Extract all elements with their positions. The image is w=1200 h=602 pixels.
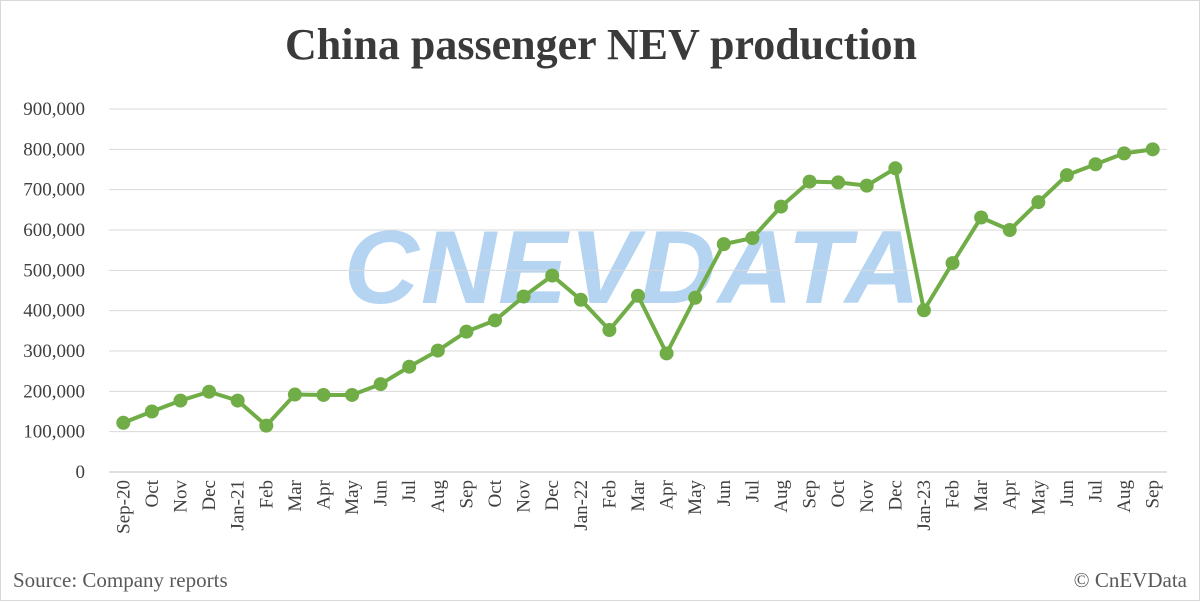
x-tick-label: Dec xyxy=(885,480,906,511)
series-production xyxy=(116,142,1160,433)
x-tick-label: Jul xyxy=(399,480,420,502)
data-point xyxy=(631,288,645,303)
data-point xyxy=(488,313,503,328)
x-tick-label: Jun xyxy=(714,480,735,507)
x-tick-label: Aug xyxy=(428,480,449,513)
data-point xyxy=(202,384,217,399)
x-axis-ticks: Sep-20 Oct Nov Dec Jan-21 Feb Mar Apr May Jun Jul A… xyxy=(113,479,1163,534)
chart-title: China passenger NEV production xyxy=(285,20,917,69)
y-tick-label: 100,000 xyxy=(23,422,85,443)
x-tick-label: Mar xyxy=(285,479,306,511)
x-tick-label: May xyxy=(342,480,363,515)
data-point xyxy=(430,343,445,358)
y-tick-label: 700,000 xyxy=(23,180,85,201)
x-tick-label: Aug xyxy=(1114,480,1135,513)
x-tick-label: Sep xyxy=(1143,480,1164,509)
watermark: CNEVDATA xyxy=(344,210,922,326)
x-tick-label: Sep xyxy=(800,480,821,509)
data-point xyxy=(859,178,874,193)
y-tick-label: 200,000 xyxy=(23,381,85,402)
y-tick-label: 900,000 xyxy=(23,99,85,120)
data-point xyxy=(773,199,788,214)
x-tick-label: Jan-22 xyxy=(571,480,592,531)
data-point xyxy=(144,404,159,419)
x-tick-label: Dec xyxy=(542,480,563,511)
data-point xyxy=(1059,168,1074,183)
x-tick-label: May xyxy=(1028,480,1049,515)
data-point xyxy=(345,387,360,402)
data-point xyxy=(259,418,274,433)
y-tick-label: 500,000 xyxy=(23,260,85,281)
data-point xyxy=(1117,146,1132,161)
x-tick-label: Nov xyxy=(857,480,878,513)
x-tick-label: Oct xyxy=(142,479,163,507)
data-point xyxy=(802,174,817,189)
x-tick-label: Nov xyxy=(170,480,191,513)
x-tick-label: Apr xyxy=(1000,479,1021,509)
data-point xyxy=(573,292,588,307)
data-point xyxy=(916,303,931,318)
data-point xyxy=(230,393,245,408)
x-tick-label: Feb xyxy=(943,480,964,509)
data-point xyxy=(688,290,703,305)
x-tick-label: Apr xyxy=(657,479,678,509)
data-point xyxy=(1088,157,1103,172)
data-point xyxy=(745,231,760,246)
data-point xyxy=(1002,223,1017,237)
data-point xyxy=(831,175,846,190)
data-point xyxy=(602,323,617,338)
source-note: Source: Company reports xyxy=(13,568,228,592)
x-tick-label: Mar xyxy=(628,479,649,511)
y-tick-label: 600,000 xyxy=(23,220,85,241)
data-point xyxy=(545,268,560,283)
x-tick-label: Dec xyxy=(199,480,220,511)
x-tick-label: Oct xyxy=(485,479,506,507)
x-tick-label: Jan-21 xyxy=(228,480,249,531)
y-tick-label: 400,000 xyxy=(23,301,85,322)
data-point xyxy=(459,324,474,339)
data-point xyxy=(116,415,131,430)
data-point xyxy=(173,393,188,408)
data-point xyxy=(659,346,674,361)
y-axis-ticks: 0 100,000 200,000 300,000 400,000 500,000 600,… xyxy=(23,99,85,483)
x-tick-label: Jul xyxy=(742,480,763,502)
x-tick-label: Sep xyxy=(456,480,477,509)
x-tick-label: Jun xyxy=(371,480,392,507)
data-point xyxy=(402,359,417,374)
data-point xyxy=(1031,195,1046,210)
x-tick-label: Jun xyxy=(1057,480,1078,507)
data-point xyxy=(974,210,989,225)
data-point xyxy=(373,377,388,392)
data-point xyxy=(1145,142,1160,157)
y-tick-label: 300,000 xyxy=(23,341,85,362)
y-tick-label: 0 xyxy=(76,462,86,483)
x-tick-label: Jan-23 xyxy=(914,480,935,531)
x-tick-label: Feb xyxy=(599,480,620,509)
data-point xyxy=(888,161,903,176)
gridlines xyxy=(109,108,1167,473)
x-tick-label: Nov xyxy=(514,480,535,513)
x-tick-label: Sep-20 xyxy=(113,480,134,534)
x-tick-label: Oct xyxy=(828,479,849,507)
x-tick-label: May xyxy=(685,480,706,515)
y-tick-label: 800,000 xyxy=(23,139,85,160)
credit-note: © CnEVData xyxy=(1074,568,1188,592)
data-point xyxy=(516,289,531,304)
data-point xyxy=(945,256,960,271)
data-point xyxy=(316,387,331,402)
x-tick-label: Feb xyxy=(256,480,277,509)
data-point xyxy=(287,387,302,402)
x-tick-label: Aug xyxy=(771,480,792,513)
data-point xyxy=(716,237,731,252)
watermark-text: CNEVDATA xyxy=(344,210,922,326)
x-tick-label: Jul xyxy=(1086,480,1107,502)
x-tick-label: Mar xyxy=(971,479,992,511)
x-tick-label: Apr xyxy=(313,479,334,509)
